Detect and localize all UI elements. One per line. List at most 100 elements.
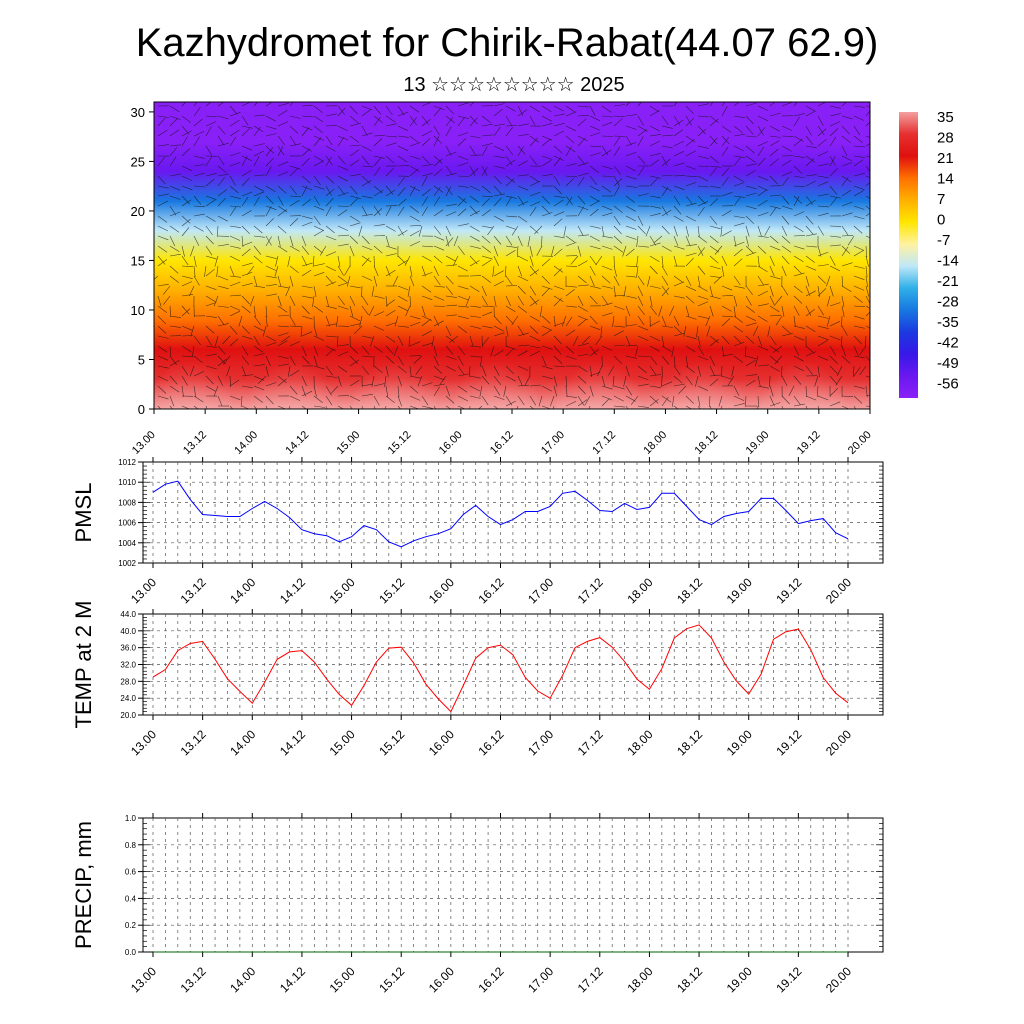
wind-vector	[720, 225, 723, 237]
wind-vector	[601, 302, 613, 307]
wind-vector	[277, 109, 288, 117]
wind-vector	[277, 135, 285, 145]
wind-vector	[397, 229, 408, 237]
wind-vector	[517, 201, 529, 207]
wind-vector	[601, 175, 614, 177]
wind-vector	[565, 385, 568, 397]
wind-vector	[781, 205, 793, 210]
wind-vector	[589, 385, 594, 397]
wind-vector	[247, 265, 255, 275]
wind-vector	[769, 245, 781, 251]
wind-vector	[289, 115, 301, 119]
wind-vector	[277, 295, 282, 307]
wind-vector	[685, 115, 692, 126]
wind-vector	[709, 285, 713, 297]
wind-vector	[829, 335, 841, 341]
wind-vector	[193, 235, 200, 246]
xtick-label: 18.12	[674, 575, 705, 606]
wind-vector	[553, 268, 563, 277]
xtick-label: 17.00	[525, 575, 556, 606]
wind-vector	[157, 185, 169, 189]
wind-vector	[229, 129, 240, 137]
wind-vector	[361, 155, 370, 165]
wind-vector	[421, 318, 431, 327]
wind-vector	[301, 245, 310, 255]
wind-vector	[553, 315, 556, 327]
wind-vector	[421, 176, 428, 187]
wind-vector	[517, 344, 530, 347]
wind-vector	[541, 105, 552, 113]
wind-vector	[337, 107, 346, 117]
wind-vector	[673, 325, 683, 334]
wind-vector	[744, 345, 747, 358]
wind-vector	[373, 245, 383, 254]
wind-vector	[169, 225, 180, 233]
wind-vector	[265, 355, 271, 367]
wind-vector	[193, 118, 203, 127]
wind-vector	[853, 185, 865, 190]
wind-vector	[492, 265, 495, 277]
wind-vector	[709, 165, 721, 168]
wind-vector	[433, 105, 445, 111]
wind-vector	[793, 285, 803, 294]
wind-vector	[709, 335, 719, 344]
wind-vector	[418, 225, 423, 237]
wind-vector	[859, 345, 867, 356]
wind-vector	[181, 115, 191, 123]
wind-vector	[733, 275, 741, 286]
wind-vector	[405, 305, 411, 317]
wind-vector	[505, 235, 513, 246]
wind-vector	[613, 175, 620, 186]
wind-vector	[709, 405, 712, 409]
wind-vector	[205, 173, 217, 177]
wind-vector	[480, 355, 483, 367]
wind-vector	[636, 235, 639, 247]
panel-minor-ticks	[143, 461, 883, 564]
wind-vector	[649, 140, 660, 147]
wind-vector	[229, 206, 237, 217]
wind-vector	[337, 125, 348, 132]
wind-vector	[601, 165, 613, 170]
wind-vector	[865, 394, 870, 397]
wind-vector	[637, 275, 645, 286]
wind-vector	[325, 365, 333, 376]
wind-vector	[169, 265, 179, 274]
wind-vector	[241, 282, 253, 287]
wind-vector	[793, 365, 805, 372]
wind-vector	[865, 175, 870, 179]
wind-vector	[685, 365, 695, 373]
wind-vector	[733, 295, 738, 307]
wind-vector	[169, 375, 178, 385]
wind-vector	[265, 195, 274, 205]
wind-vector	[853, 155, 865, 158]
wind-vector	[301, 262, 313, 267]
wind-vector	[637, 136, 644, 147]
wind-vector	[265, 284, 277, 287]
wind-vector	[601, 385, 613, 390]
wind-vector	[349, 197, 358, 207]
wind-vector	[337, 295, 345, 305]
wind-vector	[265, 115, 276, 122]
wind-vector	[793, 345, 800, 356]
wind-vector	[649, 110, 660, 117]
wind-vector	[731, 365, 735, 377]
wind-vector	[445, 325, 452, 337]
wind-vector	[289, 195, 302, 198]
wind-vector	[157, 395, 169, 400]
wind-vector	[793, 196, 800, 207]
wind-vector	[517, 384, 530, 387]
wind-vector	[349, 323, 361, 327]
colorbar-label: 7	[937, 191, 945, 208]
ytick-label: 28.0	[120, 677, 136, 686]
colorbar-label: 28	[937, 130, 954, 147]
wind-vector	[805, 275, 810, 287]
wind-vector	[865, 235, 870, 239]
wind-vector	[613, 165, 622, 175]
wind-vector	[709, 355, 715, 367]
wind-vector	[337, 205, 350, 207]
wind-vector	[757, 212, 769, 217]
wind-vector	[505, 400, 516, 407]
wind-vector	[469, 305, 481, 308]
wind-vector	[649, 134, 661, 137]
wind-vector	[493, 315, 502, 325]
